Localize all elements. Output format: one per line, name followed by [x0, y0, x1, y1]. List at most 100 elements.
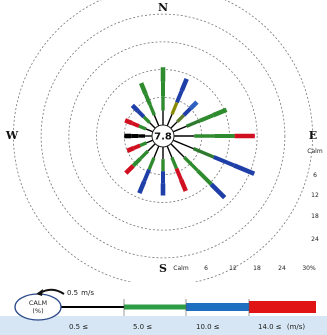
petal: [170, 100, 199, 129]
petal-segment: [149, 122, 156, 129]
petal-segment: [131, 157, 142, 168]
petal-segment: [182, 107, 192, 117]
ring-label-18-h: 18: [253, 265, 261, 272]
ring-label-24-v: 24: [311, 236, 319, 243]
petal-segment: [145, 128, 154, 133]
ring-label-6-v: 6: [313, 172, 317, 179]
petal-segment: [183, 156, 199, 172]
ring-label-12-h: 12: [229, 265, 237, 272]
petal-segment: [138, 82, 148, 95]
petal: [130, 103, 156, 129]
ring-label-18-v: 18: [311, 213, 319, 220]
center-calm-value: 7.8: [154, 132, 172, 143]
ring-label-calm-v: Calm: [307, 148, 323, 155]
petal-segment: [172, 139, 194, 150]
speed-legend: CALM (%) 0.5 m/s 0.5 ≤ 5.0 ≤ 10.0 ≤ 14.0 ≤ (…: [0, 288, 327, 335]
legend-bin-label: 14.0 ≤: [258, 323, 282, 331]
ring-labels-horizontal: Calm 6 12 18 24 30%: [173, 265, 316, 272]
petal-segment: [136, 109, 146, 119]
dir-label-west: W: [5, 129, 19, 142]
calm-circle: [151, 124, 175, 148]
petal: [137, 145, 160, 194]
petal-segment: [153, 145, 160, 159]
petal: [126, 139, 154, 153]
legend-bars: [61, 299, 316, 316]
dir-label-south: S: [159, 262, 167, 275]
petal-segment: [170, 121, 178, 129]
rose-petals: [124, 67, 256, 200]
petal-segment: [170, 101, 179, 115]
dir-label-east: E: [309, 129, 317, 142]
petal-segment: [188, 100, 199, 111]
petal: [166, 78, 189, 127]
petal-segment: [139, 149, 150, 160]
calm-legend-unit: (%): [32, 307, 43, 315]
petal: [138, 82, 160, 127]
legend-labels: 0.5 ≤ 5.0 ≤ 10.0 ≤ 14.0 ≤: [69, 323, 282, 331]
wind-rose-chart: 7.8 N E S W Calm 6 12 18 24 Calm 6 12 18…: [5, 0, 323, 282]
petal-segment: [132, 143, 141, 151]
petal-segment: [131, 121, 140, 128]
petal-segment: [212, 155, 235, 168]
petal-segment: [138, 124, 147, 131]
ring-label-6-h: 6: [204, 265, 208, 272]
ring-label-calm-h: Calm: [173, 265, 189, 272]
petal-segment: [170, 156, 179, 170]
ring-labels-vertical: Calm 6 12 18 24: [307, 148, 323, 243]
calm-speed-value: 0.5: [67, 289, 78, 297]
legend-unit-label: (m/s): [287, 323, 306, 331]
petal-segment: [172, 125, 187, 133]
petal-segment: [147, 143, 156, 152]
petal-segment: [174, 167, 183, 181]
petal: [172, 139, 256, 176]
legend-bar: [124, 304, 186, 310]
petal-segment: [142, 168, 151, 183]
calm-speed-label: 0.5 m/s: [67, 289, 94, 297]
legend-bar: [249, 301, 316, 313]
petal-segment: [137, 180, 147, 194]
dir-label-north: N: [158, 1, 168, 14]
petal-segment: [124, 118, 133, 126]
grid-ring: [40, 13, 286, 259]
calm-speed-unit: m/s: [81, 289, 94, 297]
petal-segment: [170, 143, 185, 158]
petal: [170, 143, 227, 200]
petal-segment: [179, 178, 188, 192]
petal-segment: [166, 145, 173, 158]
petal-segment: [126, 146, 135, 153]
petal-segment: [130, 103, 140, 113]
calm-arrow-icon: [39, 288, 65, 295]
petal-segment: [124, 164, 135, 175]
ring-label-24-h: 24: [278, 265, 286, 272]
petal-segment: [176, 113, 186, 123]
legend-bin-label: 5.0 ≤: [133, 323, 152, 331]
petal-segment: [199, 113, 214, 123]
petal-segment: [196, 169, 213, 186]
petal: [124, 143, 156, 175]
petal-segment: [147, 157, 156, 171]
legend-bin-label: 0.5 ≤: [69, 323, 88, 331]
grid-ring: [13, 0, 313, 282]
petal-segment: [146, 139, 154, 144]
petal-segment: [233, 163, 256, 176]
petal-segment: [192, 147, 215, 159]
legend-bin-label: 10.0 ≤: [196, 323, 220, 331]
legend-label-band: [0, 316, 327, 335]
ring-unit: %: [310, 265, 316, 272]
petal-segment: [139, 141, 148, 148]
petal-segment: [148, 103, 156, 116]
ring-label-30-h: 30%: [302, 265, 316, 272]
legend-bar: [186, 303, 249, 311]
petal-segment: [185, 119, 201, 128]
petal-segment: [143, 93, 152, 106]
ring-label-12-v: 12: [311, 192, 319, 199]
petal-segment: [179, 78, 189, 92]
legend-bar: [61, 306, 124, 308]
petal-segment: [153, 114, 160, 127]
ring-label-30: 30: [302, 265, 310, 272]
petal: [166, 145, 188, 192]
calm-arrow-head-icon: [36, 289, 43, 296]
petal: [172, 107, 228, 133]
petal-segment: [142, 115, 151, 124]
petal-segment: [212, 107, 228, 118]
